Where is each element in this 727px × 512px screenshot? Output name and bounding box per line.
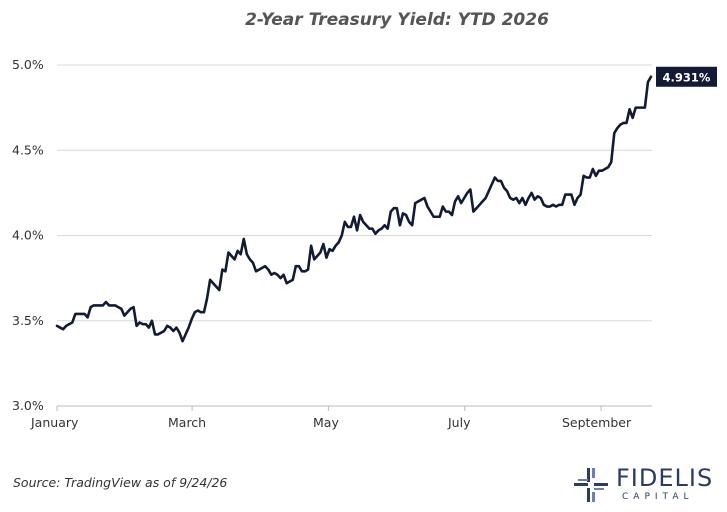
x-tick-label: March xyxy=(168,415,206,430)
y-tick-label: 3.0% xyxy=(12,398,44,413)
y-tick-label: 4.0% xyxy=(12,228,44,243)
y-tick-label: 5.0% xyxy=(12,57,44,72)
x-tick-label: May xyxy=(313,415,339,430)
last-value-label-group: 4.931% xyxy=(656,66,717,87)
x-tick-label: January xyxy=(30,415,79,430)
chart-title: 2-Year Treasury Yield: YTD 2026 xyxy=(245,10,549,30)
last-value-label-box xyxy=(656,66,717,87)
logo-subtitle: CAPITAL xyxy=(622,492,694,502)
last-value-label: 4.931% xyxy=(663,70,711,84)
y-tick-label: 4.5% xyxy=(12,142,44,157)
company-logo: FIDELIS CAPITAL xyxy=(570,464,720,504)
source-note: Source: TradingView as of 9/24/26 xyxy=(13,475,228,490)
y-tick-label: 3.5% xyxy=(12,313,44,328)
x-tick-label: July xyxy=(447,415,471,430)
x-tick-label: September xyxy=(562,415,632,430)
y-axis: 3.0% 3.5% 4.0% 4.5% 5.0% xyxy=(12,57,44,413)
x-axis: January March May July September xyxy=(30,405,652,430)
series-group xyxy=(55,75,653,343)
series-line xyxy=(55,75,653,343)
logo-mark-icon xyxy=(574,468,608,502)
logo-name: FIDELIS xyxy=(616,464,714,492)
gridlines xyxy=(57,64,652,407)
